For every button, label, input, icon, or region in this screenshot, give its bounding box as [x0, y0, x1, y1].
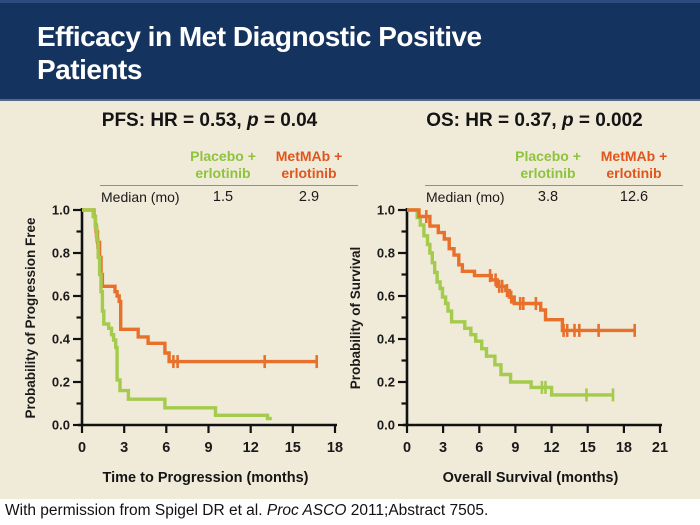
- os-legend-placebo-line2: erlotinib: [520, 165, 576, 181]
- chart-panel-os: OS: HR = 0.37, p = 0.002 Placebo + erlot…: [343, 108, 688, 493]
- pfs-header-pvalue: = 0.04: [258, 110, 318, 131]
- page-title-line2: Patients: [37, 54, 142, 85]
- svg-text:3: 3: [120, 440, 128, 456]
- caption: With permission from Spigel DR et al. Pr…: [5, 502, 488, 520]
- os-plot-svg: 0.0 0.2 0.4 0.6 0.8 1.0 0 3 6 9 12 15 18 21: [377, 203, 668, 457]
- caption-ref-text: 2011;Abstract 7505.: [346, 502, 489, 519]
- pfs-legend-metmab-line1: MetMAb +: [275, 148, 343, 164]
- svg-text:1.0: 1.0: [377, 203, 395, 218]
- svg-text:0.8: 0.8: [52, 246, 70, 261]
- svg-text:9: 9: [511, 440, 519, 456]
- svg-text:15: 15: [285, 440, 301, 456]
- page-title-line1: Efficacy in Met Diagnostic Positive: [37, 21, 482, 52]
- slide-header-bar: Efficacy in Met Diagnostic Positive Pati…: [0, 0, 700, 101]
- svg-text:0: 0: [78, 440, 86, 456]
- os-header-text: OS: HR = 0.37,: [426, 110, 562, 131]
- svg-text:0.2: 0.2: [377, 375, 395, 390]
- svg-text:0.6: 0.6: [52, 289, 70, 304]
- caption-text: With permission from Spigel DR et al.: [5, 502, 267, 519]
- svg-text:18: 18: [327, 440, 343, 456]
- os-median-placebo: 3.8: [537, 189, 559, 205]
- svg-text:21: 21: [652, 440, 668, 456]
- svg-text:0.4: 0.4: [377, 332, 396, 347]
- pfs-median-label: Median (mo): [101, 189, 180, 205]
- os-legend-placebo-line1: Placebo +: [515, 148, 581, 164]
- pfs-chart-header: PFS: HR = 0.53, p = 0.04: [18, 110, 363, 132]
- os-legend-placebo: Placebo + erlotinib: [501, 148, 595, 182]
- caption-strip: With permission from Spigel DR et al. Pr…: [0, 499, 700, 525]
- svg-text:0.6: 0.6: [377, 289, 395, 304]
- caption-italic-text: Proc ASCO: [266, 502, 347, 519]
- pfs-legend-metmab-line2: erlotinib: [281, 165, 337, 181]
- os-legend-metmab: MetMAb + erlotinib: [587, 148, 681, 182]
- svg-text:12: 12: [243, 440, 259, 456]
- pfs-plot-svg: 0.0 0.2 0.4 0.6 0.8 1.0 0 3 6 9 12 15 18: [52, 203, 343, 457]
- page-title: Efficacy in Met Diagnostic Positive Pati…: [0, 3, 700, 86]
- svg-text:12: 12: [544, 440, 560, 456]
- os-x-axis-label: Overall Survival (months): [442, 470, 619, 486]
- pfs-legend-placebo: Placebo + erlotinib: [176, 148, 270, 182]
- svg-text:3: 3: [439, 440, 447, 456]
- os-header-pvalue: = 0.002: [573, 110, 643, 131]
- pfs-header-text: PFS: HR = 0.53,: [101, 110, 247, 131]
- svg-text:6: 6: [475, 440, 483, 456]
- svg-text:0.4: 0.4: [52, 332, 71, 347]
- svg-text:0.0: 0.0: [377, 418, 395, 433]
- chart-panel-pfs: PFS: HR = 0.53, p = 0.04 Placebo + erlot…: [18, 108, 363, 493]
- svg-text:9: 9: [204, 440, 212, 456]
- svg-text:0: 0: [403, 440, 411, 456]
- svg-text:0.8: 0.8: [377, 246, 395, 261]
- os-legend-metmab-line1: MetMAb +: [600, 148, 668, 164]
- pfs-legend-placebo-line1: Placebo +: [190, 148, 256, 164]
- os-median-rule: [425, 185, 683, 186]
- svg-text:0.2: 0.2: [52, 375, 70, 390]
- os-chart-header: OS: HR = 0.37, p = 0.002: [343, 110, 688, 132]
- os-header-p: p: [561, 110, 574, 131]
- svg-text:18: 18: [616, 440, 632, 456]
- pfs-median-placebo: 1.5: [212, 189, 234, 205]
- svg-text:0.0: 0.0: [52, 418, 70, 433]
- pfs-legend-placebo-line2: erlotinib: [195, 165, 251, 181]
- svg-text:15: 15: [580, 440, 596, 456]
- os-legend-metmab-line2: erlotinib: [606, 165, 662, 181]
- pfs-median-metmab: 2.9: [298, 189, 320, 205]
- pfs-median-rule: [100, 185, 358, 186]
- svg-text:1.0: 1.0: [52, 203, 70, 218]
- pfs-x-axis-label: Time to Progression (months): [102, 470, 309, 486]
- os-median-label: Median (mo): [426, 189, 505, 205]
- svg-text:6: 6: [162, 440, 170, 456]
- os-median-metmab: 12.6: [619, 189, 649, 205]
- pfs-legend-metmab: MetMAb + erlotinib: [262, 148, 356, 182]
- pfs-header-p: p: [246, 110, 259, 131]
